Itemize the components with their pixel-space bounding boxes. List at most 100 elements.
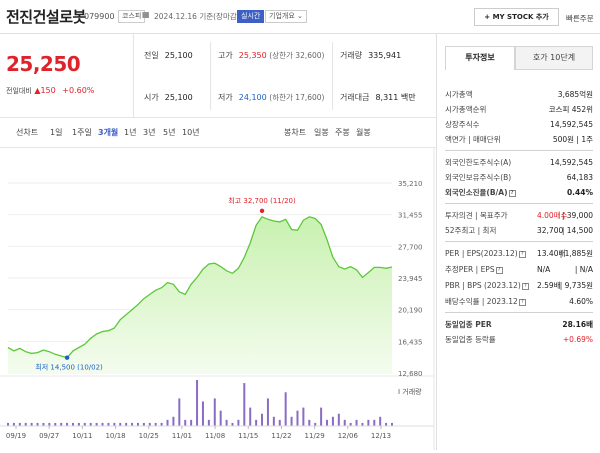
info-value: | N/A [574, 265, 593, 274]
tab-1y[interactable]: 1년 [124, 128, 137, 137]
volume-bar [278, 419, 281, 426]
volume-bar [391, 422, 393, 426]
volume-bar [261, 413, 264, 426]
tab-order-book[interactable]: 호가 10단계 [515, 46, 593, 70]
tab-10y[interactable]: 10년 [182, 128, 200, 137]
x-tick-label: 12/06 [338, 432, 359, 440]
volume-bar [24, 422, 27, 426]
stat-low: 저가 24,100 (하한가 17,600) [218, 93, 325, 102]
realtime-button[interactable]: 실시간 [237, 10, 265, 23]
volume-bar [237, 419, 240, 426]
info-row: 시가총액순위 코스피 452위 [445, 103, 593, 117]
volume-bar [131, 422, 134, 426]
market-badge: 코스피 [118, 10, 146, 23]
volume-bar [119, 422, 122, 426]
max-label: 최고 32,700 (11/20) [228, 196, 296, 205]
x-tick-label: 12/13 [371, 432, 391, 440]
volume-bar [172, 416, 175, 426]
price-area [8, 216, 392, 373]
x-tick-label: 11/08 [205, 432, 225, 440]
quick-order-link[interactable]: 빠른주문 [566, 14, 594, 23]
section-divider [445, 312, 593, 313]
volume-bar [77, 422, 80, 426]
info-value: 64,183 [566, 173, 593, 182]
info-value: | 14,500 [561, 226, 593, 235]
info-value: 28.16배 [562, 320, 593, 329]
info-label: 추정PER | EPS? [445, 263, 503, 277]
tab-1d[interactable]: 1일 [50, 128, 63, 137]
volume-bar [302, 407, 305, 426]
info-value: 0.44% [566, 188, 593, 197]
x-tick-label: 10/18 [105, 432, 125, 440]
help-icon[interactable]: ? [521, 282, 529, 290]
tab-5y[interactable]: 5년 [163, 128, 176, 137]
info-value: 코스피 452위 [548, 105, 593, 114]
info-value: | 1,885원 [559, 249, 593, 258]
info-label: 외국인소진율(B/A)? [445, 186, 516, 200]
info-value: 32,700 [537, 226, 564, 235]
stock-name: 전진건설로봇 [6, 8, 86, 26]
volume-bar [166, 419, 169, 426]
change-percent: +0.60% [62, 86, 95, 95]
info-row: PER | EPS(2023.12)? 13.40배 | 1,885원 [445, 247, 593, 261]
volume-bar [201, 401, 204, 426]
investment-info-panel: 투자정보 호가 10단계 시가총액 3,685억원 시가총액순위 코스피 452위 상장… [436, 34, 600, 450]
x-tick-label: 10/25 [139, 432, 159, 440]
section-divider [445, 150, 593, 151]
tab-investment-info[interactable]: 투자정보 [445, 46, 515, 70]
volume-bar [272, 416, 275, 426]
volume-bar [71, 422, 74, 426]
info-value: 13.40배 [537, 249, 566, 258]
volume-bar [308, 419, 311, 426]
volume-bar [154, 422, 157, 426]
price-chart[interactable]: 최고 32,700 (11/20) 최저 14,500 (10/02) I 거래량… [0, 148, 436, 450]
info-label: 외국인한도주식수(A) [445, 158, 512, 167]
y-tick-label: 20,190 [398, 307, 423, 315]
volume-bar [296, 410, 299, 426]
x-tick-label: 10/11 [72, 432, 92, 440]
tab-3y[interactable]: 3년 [143, 128, 156, 137]
tab-weekly[interactable]: 주봉 [335, 128, 350, 137]
stat-open: 시가 25,100 [144, 93, 193, 102]
help-icon[interactable]: ? [518, 250, 526, 258]
volume-bar [66, 422, 69, 426]
tab-daily[interactable]: 일봉 [314, 128, 329, 137]
tab-3m[interactable]: 3개월 [98, 128, 119, 137]
x-tick-label: 11/29 [305, 432, 325, 440]
price-box: 25,250 전일대비 ▲150 +0.60% [0, 34, 134, 118]
volume-bar [367, 419, 370, 426]
info-label: 투자의견 | 목표주가 [445, 211, 508, 220]
info-row: 외국인보유주식수(B) 64,183 [445, 171, 593, 185]
volume-bar [314, 422, 317, 426]
volume-bar [249, 407, 252, 426]
stat-high: 고가 25,350 (상한가 32,600) [218, 51, 325, 60]
help-icon[interactable]: ? [495, 266, 503, 274]
volume-bar [331, 416, 334, 426]
help-icon[interactable]: ? [518, 298, 526, 306]
date-label: 2024.12.16 기준(장마감) [154, 12, 240, 21]
y-tick-label: 27,700 [398, 243, 423, 251]
section-divider [445, 241, 593, 242]
info-value: | 9,735원 [559, 281, 593, 290]
tab-1w[interactable]: 1주일 [72, 128, 92, 137]
tab-monthly[interactable]: 월봉 [356, 128, 371, 137]
tab-candle-chart[interactable]: 봉차트 [284, 128, 307, 137]
volume-bar [60, 422, 63, 426]
price-stats: 전일 25,100 시가 25,100 고가 25,350 (상한가 32,600) … [134, 34, 436, 118]
add-my-stock-button[interactable]: + MY STOCK 추가 [474, 8, 559, 26]
volume-bar [225, 419, 228, 426]
info-row: 상장주식수 14,592,545 [445, 118, 593, 132]
company-overview-button[interactable]: 기업개요 ⌄ [265, 10, 307, 23]
volume-bar [196, 380, 199, 426]
volume-bar [101, 422, 104, 426]
volume-bar [326, 419, 329, 426]
tab-line-chart[interactable]: 선차트 [16, 128, 39, 137]
volume-bar [184, 419, 187, 426]
info-value: 2.59배 [537, 281, 561, 290]
volume-bar [355, 419, 358, 426]
price-line [7, 215, 393, 359]
help-icon[interactable]: ? [508, 189, 516, 197]
stock-header: 전진건설로봇 079900 코스피 ▦ 2024.12.16 기준(장마감) 실… [0, 0, 600, 34]
max-point [259, 208, 265, 214]
volume-bar [160, 422, 163, 426]
